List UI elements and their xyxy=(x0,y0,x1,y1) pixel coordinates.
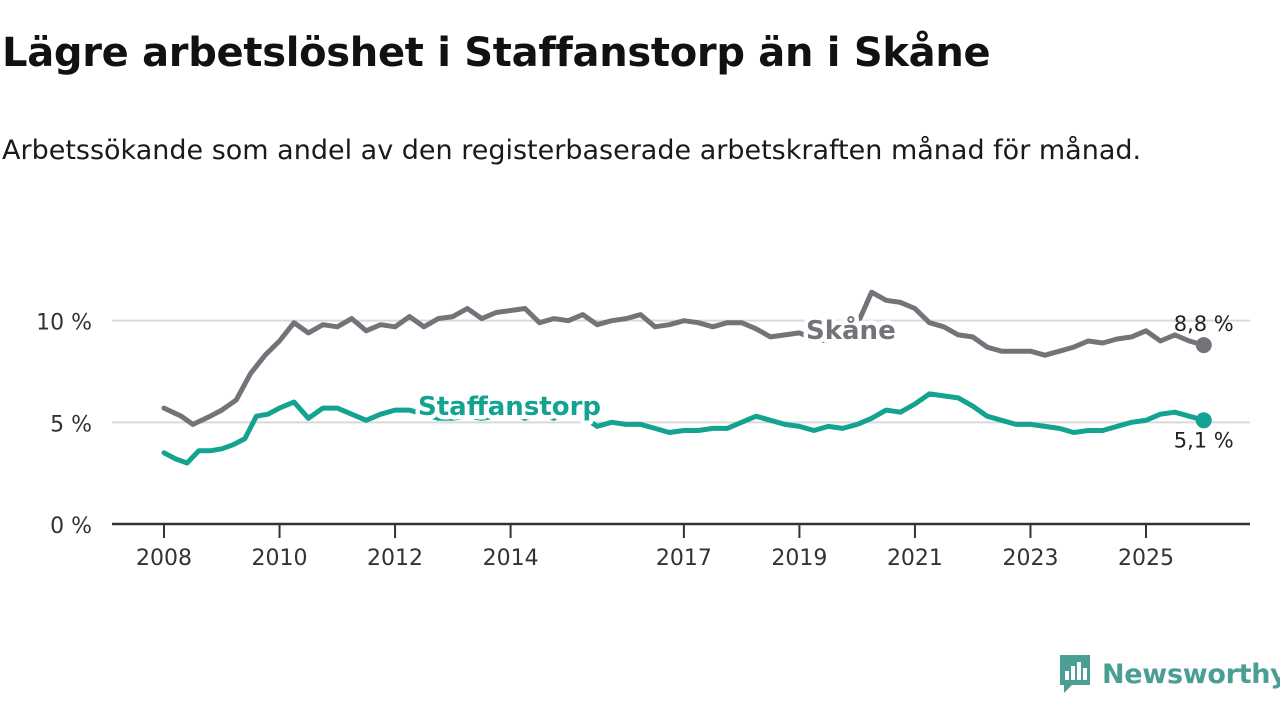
end-value-label: 5,1 % xyxy=(1174,428,1234,452)
chart-title: Lägre arbetslöshet i Staffanstorp än i S… xyxy=(2,30,991,76)
x-axis: 2008 2010 2012 2014 2017 2019 2021 2023 2025 xyxy=(112,522,1250,571)
x-tick-label: 2021 xyxy=(887,546,943,571)
series-line-staffanstorp xyxy=(161,391,1207,466)
series-name-label: Staffanstorp xyxy=(418,392,601,422)
y-tick-label: 0 % xyxy=(50,514,92,539)
chart-subtitle: Arbetssökande som andel av den registerb… xyxy=(2,135,1142,166)
newsworthy-wordmark: Newsworthy xyxy=(1102,658,1280,690)
end-value-label: 8,8 % xyxy=(1174,312,1234,336)
x-tick-label: 2010 xyxy=(252,546,308,571)
series-labels: 8,8 % 5,1 % Skåne Staffanstorp xyxy=(414,310,1234,453)
end-point-marker xyxy=(1195,337,1212,354)
series-name-label: Skåne xyxy=(806,314,896,346)
x-tick-label: 2025 xyxy=(1118,546,1174,571)
y-tick-label: 5 % xyxy=(50,412,92,437)
y-axis-labels: 0 % 5 % 10 % xyxy=(36,311,92,539)
newsworthy-chart-icon xyxy=(1060,655,1090,693)
end-point-marker xyxy=(1195,412,1212,429)
x-tick-label: 2019 xyxy=(771,546,827,571)
newsworthy-logo: Newsworthy xyxy=(1058,652,1280,696)
x-tick-label: 2014 xyxy=(483,546,539,571)
x-tick-label: 2017 xyxy=(656,546,712,571)
line-chart: 0 %5 %10 % 2008 2010 2012 2014 2017 2019 2021 2… xyxy=(36,289,1250,571)
series-lines xyxy=(161,289,1212,466)
x-tick-label: 2008 xyxy=(136,546,192,571)
x-tick-label: 2012 xyxy=(367,546,423,571)
series-line-sk-ne xyxy=(161,289,1207,427)
x-tick-label: 2023 xyxy=(1002,546,1058,571)
y-tick-label: 10 % xyxy=(36,311,92,336)
